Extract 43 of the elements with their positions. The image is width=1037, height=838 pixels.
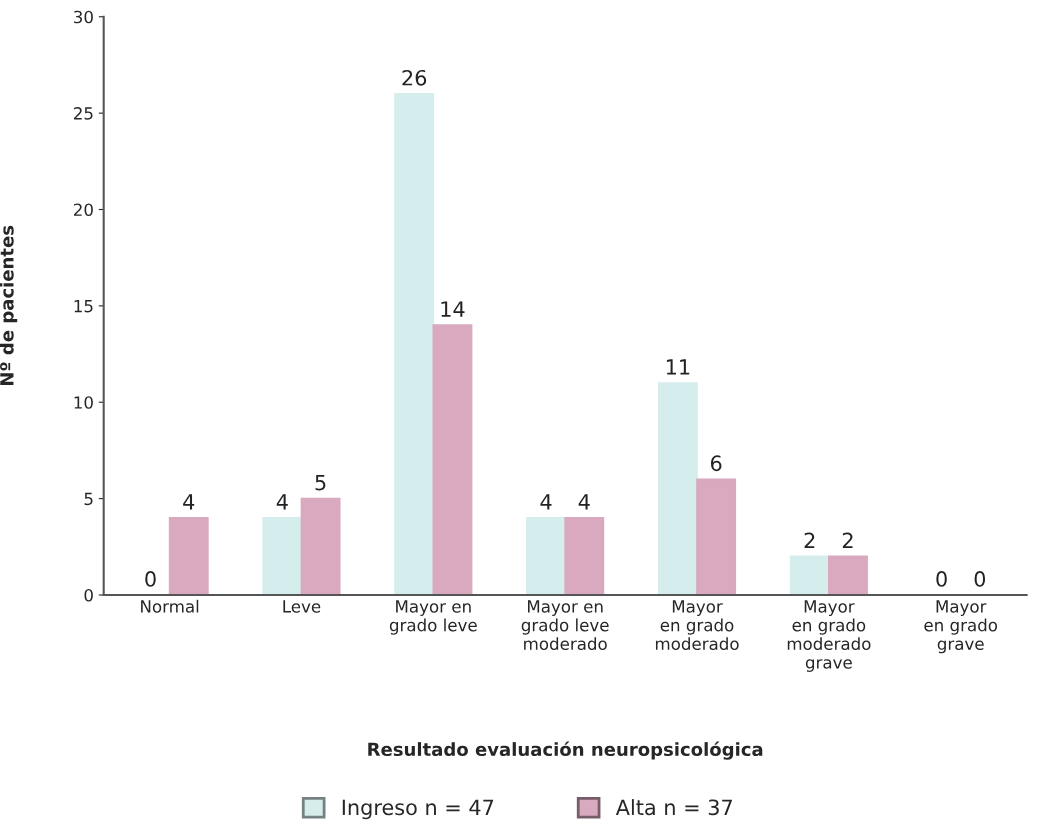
data-label: 0: [145, 571, 156, 587]
data-label: 0: [974, 571, 986, 587]
data-label: 4: [578, 494, 590, 510]
x-tick-label: Mayor en grado moderado: [655, 600, 739, 651]
legend-label: Alta n = 37: [615, 799, 732, 816]
x-axis-title: Resultado evaluación neuropsicológica: [368, 741, 763, 760]
bar: [168, 517, 209, 595]
data-label: 4: [183, 494, 195, 510]
data-label: 5: [315, 474, 326, 491]
data-label: 26: [402, 69, 427, 86]
x-tick-label: Leve: [283, 600, 321, 613]
data-label: 4: [540, 494, 552, 510]
x-tick-label: Mayor en grado moderado grave: [787, 600, 871, 672]
legend-label: Ingreso n = 47: [342, 799, 494, 820]
data-label: 14: [441, 301, 465, 317]
y-tick-label: 25: [73, 107, 93, 120]
x-tick-label: Mayor en grado grave: [924, 600, 998, 654]
bar: [828, 555, 868, 595]
bar: [262, 517, 303, 595]
data-label: 6: [710, 455, 722, 472]
y-tick-label: 15: [74, 300, 93, 313]
bar: [657, 382, 698, 595]
y-tick-label: 20: [73, 203, 93, 217]
data-label: 4: [276, 494, 288, 510]
x-tick-label: Mayor en grado leve moderado: [521, 600, 609, 651]
y-tick-label: 0: [84, 588, 93, 602]
x-tick-label: Mayor en grado leve: [389, 600, 477, 635]
y-tick-label: 30: [74, 10, 93, 24]
bar: [696, 478, 737, 595]
data-label: 2: [842, 532, 853, 548]
data-label: 11: [666, 359, 690, 375]
data-label: 2: [804, 532, 815, 548]
data-label: 0: [936, 571, 947, 587]
y-axis-title: Nº de pacientes: [0, 225, 18, 386]
y-tick-label: 5: [84, 492, 93, 506]
bar: [394, 93, 435, 595]
bar: [432, 324, 473, 595]
bar: [789, 555, 830, 595]
bar: [564, 517, 605, 595]
bar: [300, 497, 341, 595]
bar: [526, 517, 566, 595]
y-tick-label: 10: [74, 396, 93, 409]
x-tick-label: Normal: [141, 599, 199, 613]
